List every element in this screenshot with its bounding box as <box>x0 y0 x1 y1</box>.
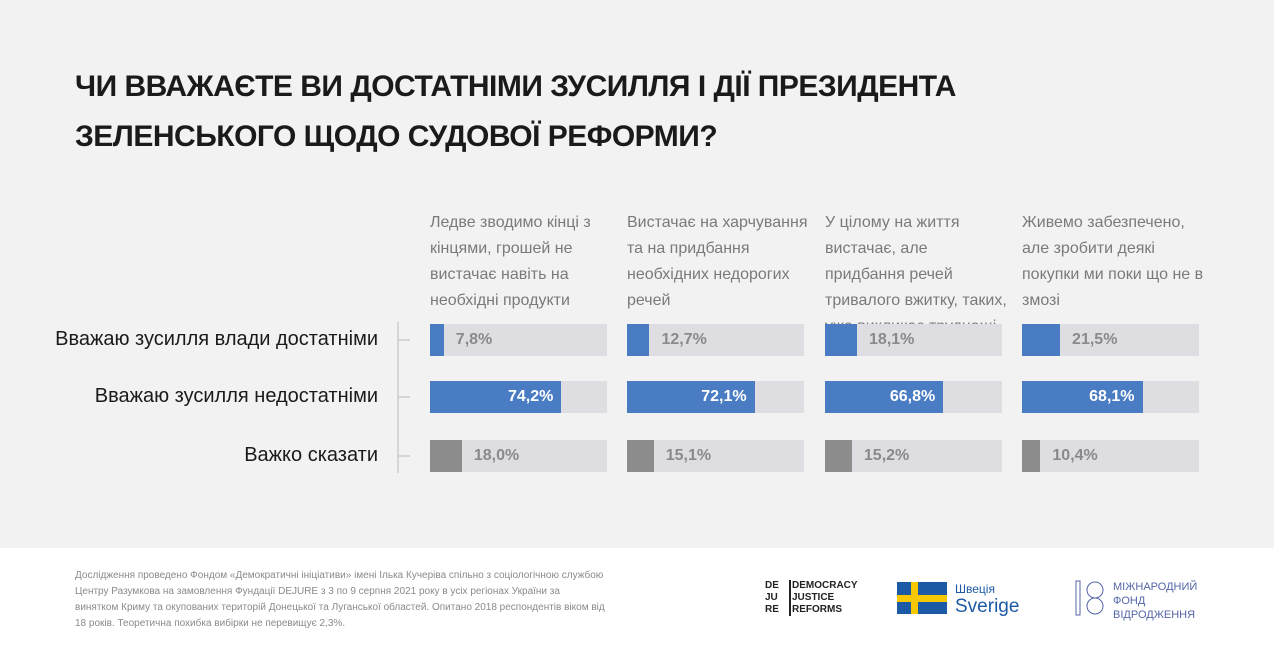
value-label: 15,1% <box>665 447 712 464</box>
source-note: Дослідження проведено Фондом «Демократич… <box>75 570 605 629</box>
bar <box>430 324 444 356</box>
bar-track <box>1022 440 1199 472</box>
column-header: Живемо забезпечено, але зробити деякі по… <box>1022 214 1204 309</box>
value-label: 74,2% <box>507 388 554 405</box>
bar-track <box>825 440 1002 472</box>
value-label: 66,8% <box>889 388 936 405</box>
value-label: 15,2% <box>863 447 910 464</box>
bar <box>627 440 654 472</box>
bar-track <box>430 324 607 356</box>
bar <box>430 440 462 472</box>
value-label: 68,1% <box>1089 388 1135 405</box>
column-header: У цілому на життя вистачає, але придбанн… <box>825 214 1007 335</box>
irf-mark <box>1075 580 1104 616</box>
row-label: Важко сказати <box>244 444 378 466</box>
bar <box>1022 324 1061 356</box>
column-header: Вистачає на харчування та на придбання н… <box>627 214 808 309</box>
chart-title: ЧИ ВВАЖАЄТЕ ВИ ДОСТАТНІМИ ЗУСИЛЛЯ І ДІЇ … <box>75 70 956 153</box>
logo-sverige: Sverige <box>955 596 1020 617</box>
value-label: 21,5% <box>1072 331 1118 348</box>
row-label: Вважаю зусилля влади достатніми <box>55 328 378 350</box>
value-label: 7,8% <box>455 331 493 348</box>
logo-irf: МІЖНАРОДНИЙ ФОНД ВІДРОДЖЕННЯ <box>1113 581 1198 621</box>
sweden-flag <box>897 582 947 614</box>
bar <box>825 381 944 413</box>
value-label: 10,4% <box>1052 447 1098 464</box>
bar <box>627 381 755 413</box>
value-label: 72,1% <box>701 388 747 405</box>
logo-dejure-name: DEMOCRACY JUSTICE REFORMS <box>792 580 858 615</box>
bar <box>430 381 562 413</box>
bar <box>627 324 650 356</box>
bar <box>825 440 852 472</box>
value-label: 18,1% <box>869 331 915 348</box>
bar-track <box>627 440 804 472</box>
bar <box>825 324 858 356</box>
column-header: Ледве зводимо кінці з кінцями, грошей не… <box>430 214 591 309</box>
axis <box>397 322 410 473</box>
bar-track <box>627 324 804 356</box>
row-label: Вважаю зусилля недостатніми <box>94 385 378 407</box>
value-label: 18,0% <box>473 447 520 464</box>
bar <box>1022 381 1143 413</box>
bar <box>1022 440 1041 472</box>
logo-dejure: DE JU RE <box>765 580 791 616</box>
value-label: 12,7% <box>661 331 707 348</box>
logo-sweden: Швеція <box>955 582 995 596</box>
